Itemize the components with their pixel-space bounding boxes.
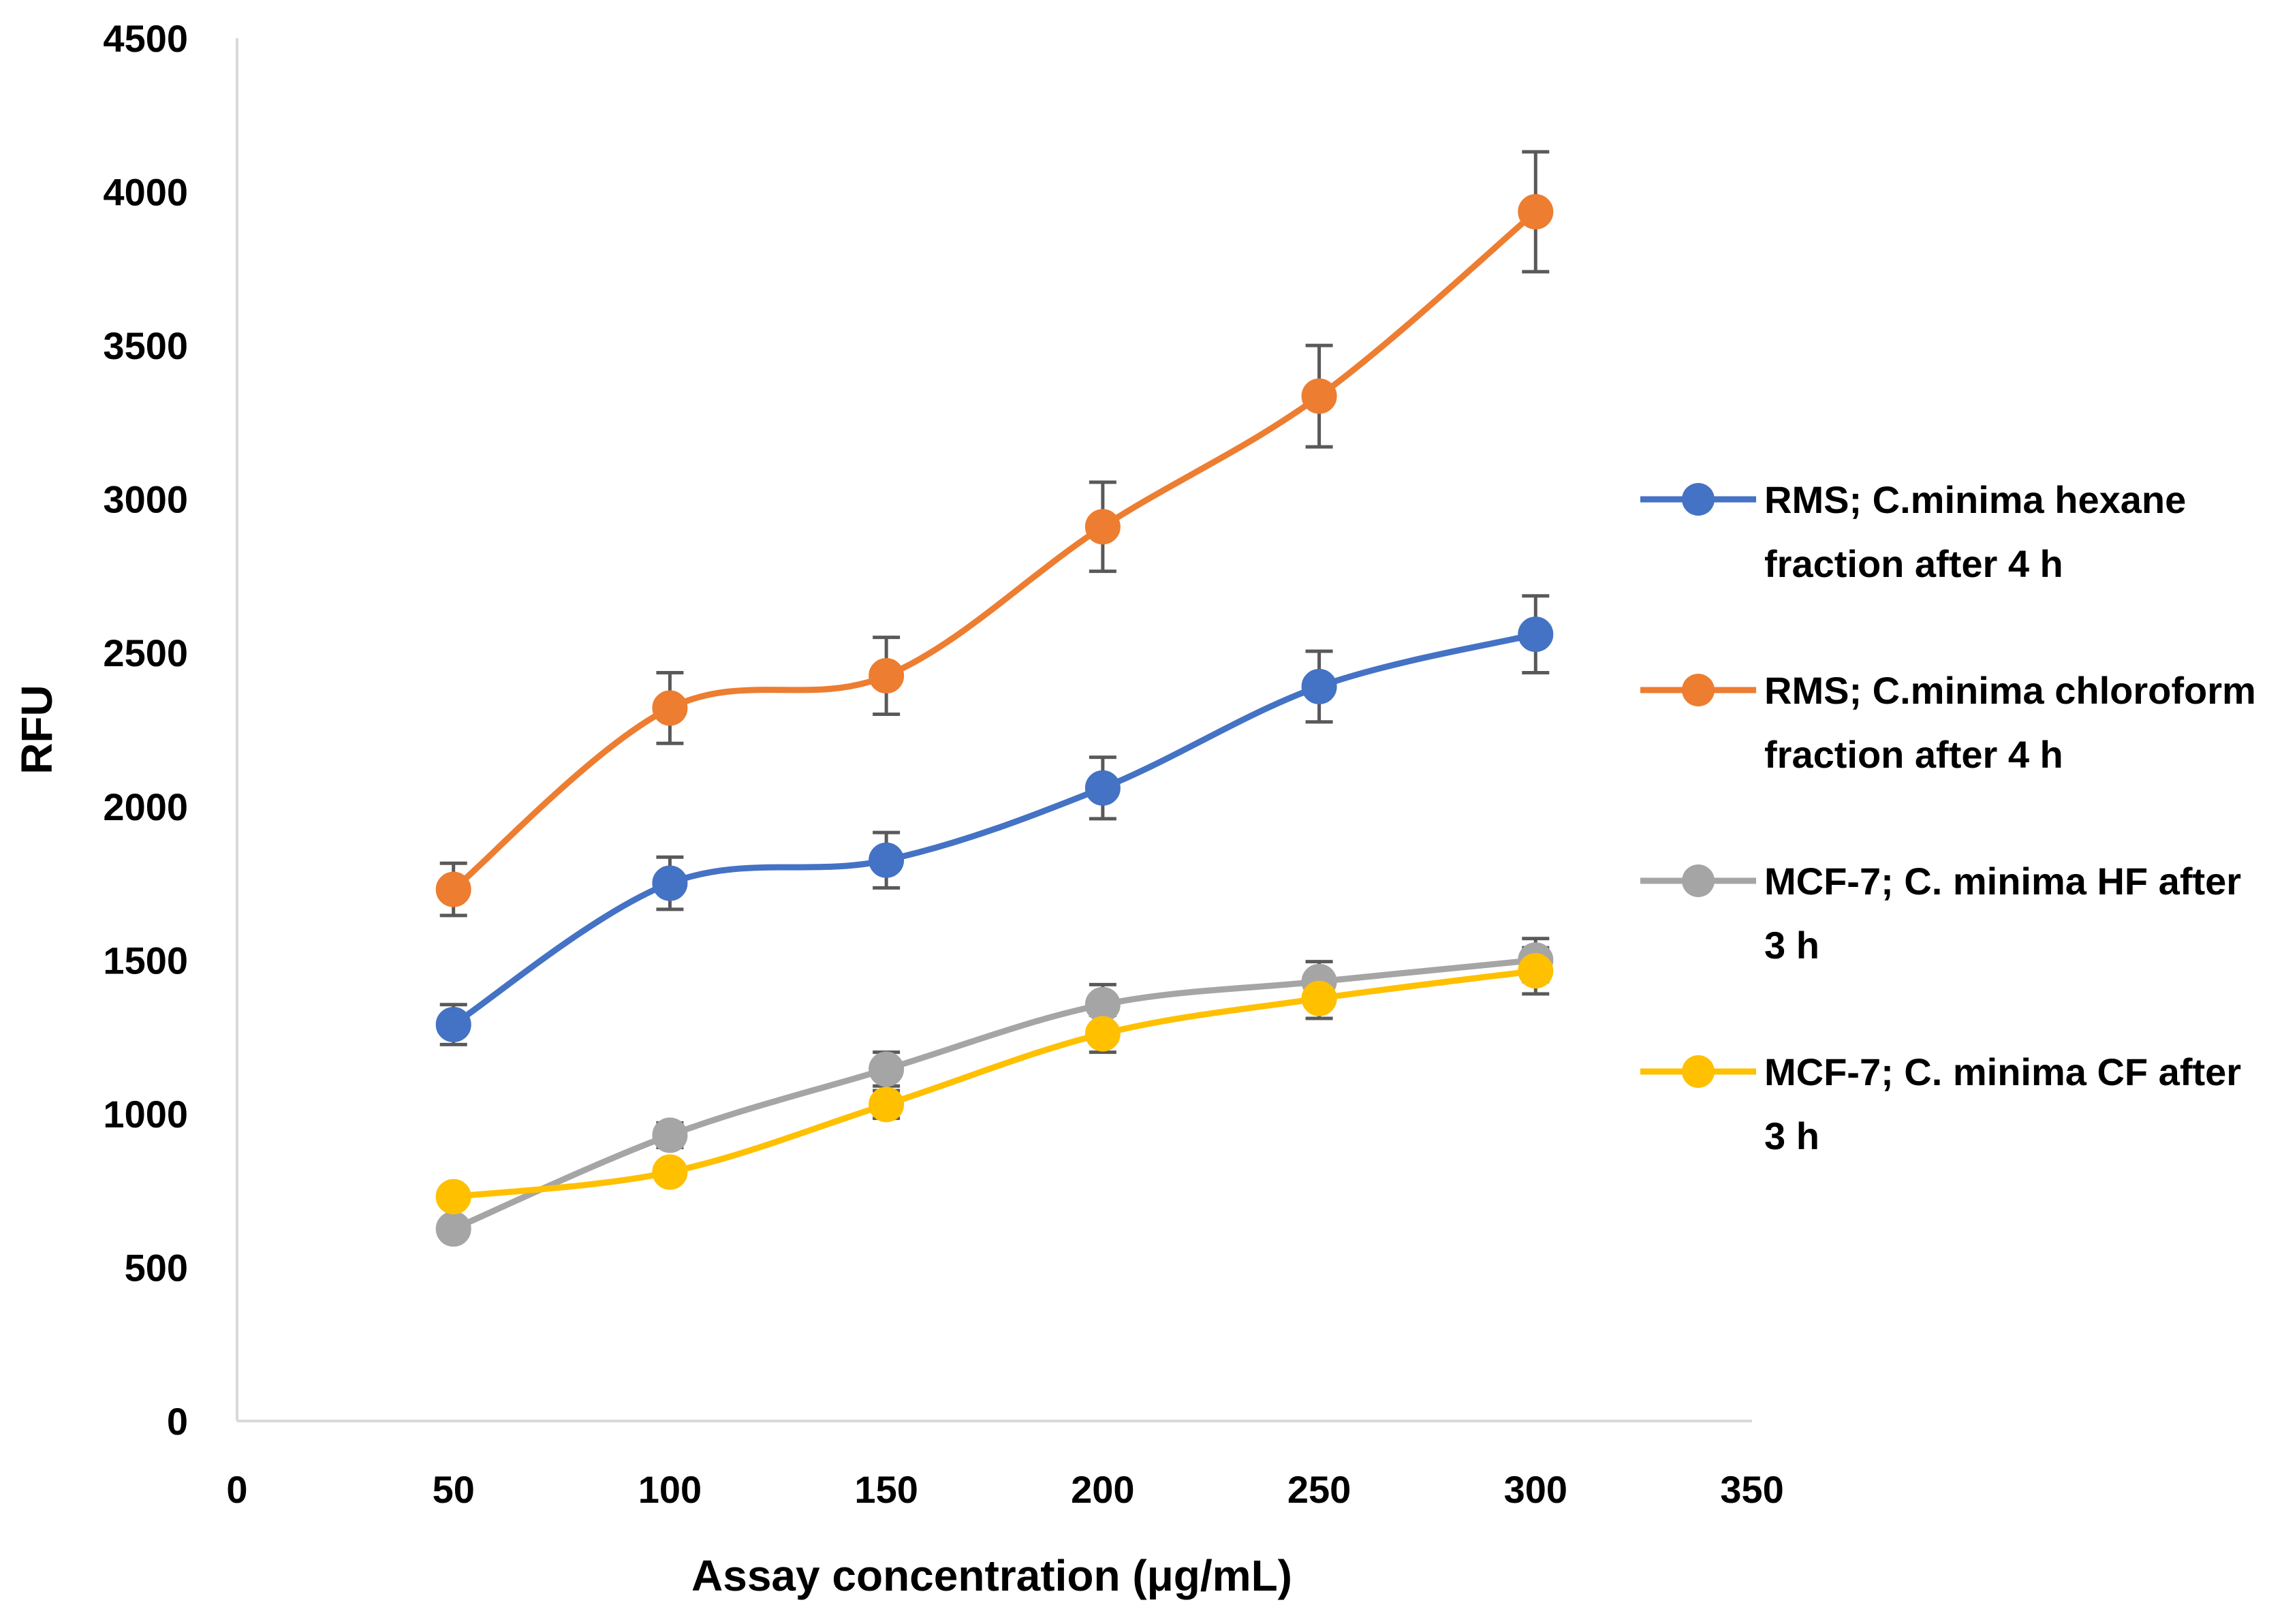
y-tick-label: 3000 [103,478,188,521]
y-tick-label: 1000 [103,1093,188,1136]
legend-label: MCF-7; C. minima HF after [1764,860,2241,903]
y-tick-label: 4000 [103,171,188,214]
data-point [652,1117,688,1153]
series-line [450,956,1539,1232]
data-point [1084,509,1121,545]
data-point [1084,770,1121,806]
error-bars [439,150,1550,1238]
x-axis-title: Assay concentration (μg/mL) [691,1551,1292,1600]
y-axis-title: RFU [12,685,61,775]
data-point [435,1211,471,1247]
data-point [1084,1016,1121,1052]
legend-label: RMS; C.minima chloroform [1764,669,2256,712]
tick-labels: 0 50 100 150 200 250 300 3500500100015002000250… [103,17,1783,1511]
axes [236,38,1752,1422]
data-point [1084,986,1121,1022]
data-point [869,842,905,878]
series-line [450,631,1539,1028]
data-point [652,1154,688,1190]
y-tick-label: 3500 [103,324,188,367]
series-lines [450,208,1539,1232]
legend-item: RMS; C.minima hexane fraction after 4 h [1640,478,2186,585]
legend-label: fraction after 4 h [1764,542,2063,585]
legend-item: MCF-7; C. minima CF after 3 h [1640,1050,2241,1157]
legend-item: MCF-7; C. minima HF after 3 h [1640,860,2241,967]
y-tick-label: 1500 [103,939,188,982]
legend-label: fraction after 4 h [1764,733,2063,776]
data-point [435,1007,471,1043]
y-tick-label: 500 [125,1246,188,1289]
data-point [1518,616,1554,653]
y-tick-label: 2000 [103,785,188,828]
data-point [869,1051,905,1087]
data-point [869,658,905,694]
x-tick-label: 50 [433,1468,475,1511]
legend-item: RMS; C.minima chloroform fraction after 4… [1640,669,2256,776]
data-point [869,1087,905,1123]
data-point [435,1178,471,1215]
legend-label: 3 h [1764,924,1819,967]
data-point [652,865,688,901]
series-markers [435,193,1554,1247]
data-point [1518,193,1554,230]
legend-marker [1682,674,1715,706]
data-point [1301,378,1337,414]
y-tick-label: 4500 [103,17,188,60]
legend-marker [1682,1055,1715,1088]
series-line [450,208,1539,893]
data-point [435,871,471,907]
x-tick-label: 350 [1720,1468,1783,1511]
x-tick-label: 200 [1071,1468,1134,1511]
legend-marker [1682,864,1715,897]
y-tick-label: 0 [167,1400,188,1443]
series-line [450,967,1539,1200]
x-tick-label: 300 [1504,1468,1567,1511]
x-tick-label: 100 [638,1468,702,1511]
data-point [1301,668,1337,704]
y-tick-label: 2500 [103,631,188,674]
x-tick-label: 250 [1287,1468,1351,1511]
data-point [1518,953,1554,989]
legend-label: RMS; C.minima hexane [1764,478,2186,521]
data-point [1301,980,1337,1016]
legend-marker [1682,483,1715,516]
legend-label: MCF-7; C. minima CF after [1764,1050,2241,1093]
x-tick-label: 150 [854,1468,918,1511]
data-point [652,690,688,726]
x-tick-label: 0 [226,1468,247,1511]
legend-label: 3 h [1764,1114,1819,1157]
